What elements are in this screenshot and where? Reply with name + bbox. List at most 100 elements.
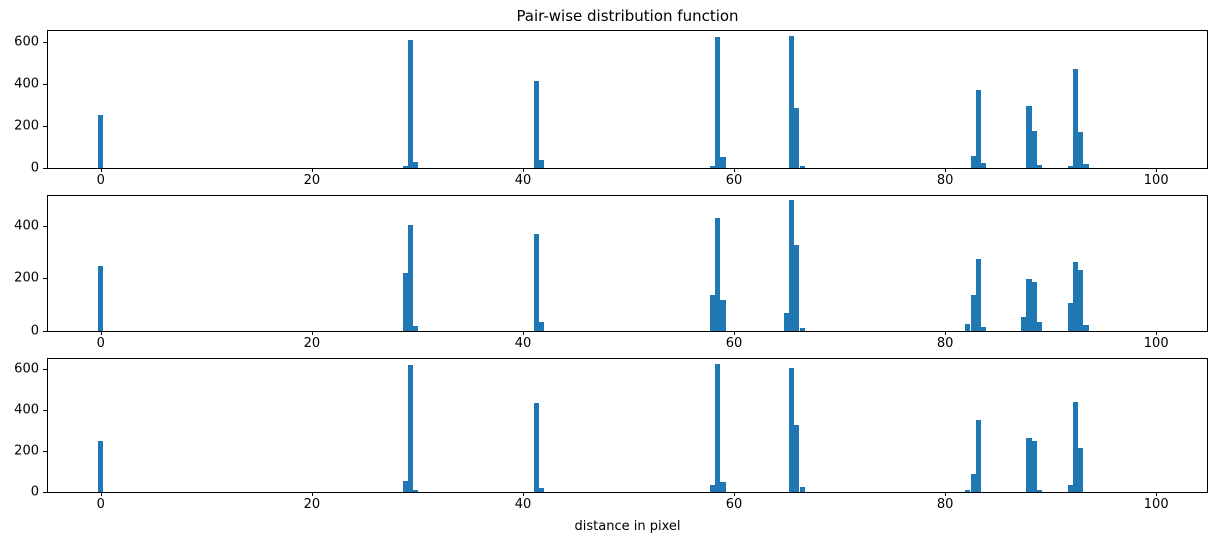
x-tick	[523, 492, 524, 496]
histogram-bar	[1026, 438, 1032, 492]
histogram-bar	[98, 265, 104, 331]
histogram-bar	[799, 486, 805, 492]
histogram-bar	[788, 200, 795, 331]
y-tick	[43, 492, 47, 493]
histogram-bar	[407, 224, 414, 331]
histogram-bar	[788, 35, 795, 168]
y-tick-label: 400	[14, 76, 39, 92]
histogram-bar	[1026, 105, 1032, 168]
subplot-axes-1: 0 20 40 60 80 100 0 200 400 600	[14, 30, 1208, 188]
x-tick	[945, 331, 947, 335]
y-tick-label: 200	[14, 270, 39, 286]
histogram-bar	[1037, 321, 1043, 331]
histogram-bar	[1083, 324, 1089, 331]
histogram-bar	[720, 299, 726, 331]
x-tick	[945, 492, 947, 496]
y-tick	[43, 125, 47, 127]
x-tick-label: 60	[725, 497, 743, 512]
histogram-bar	[413, 489, 419, 492]
x-tick	[523, 331, 524, 335]
histogram-bar	[794, 245, 800, 331]
histogram-bar	[715, 37, 721, 168]
histogram-bar	[413, 326, 419, 331]
y-tick	[43, 83, 47, 85]
y-tick-label: 0	[30, 484, 39, 500]
histogram-bar	[720, 157, 726, 168]
x-axis-label: distance in pixel	[574, 519, 681, 534]
subplot-axes-3: 0 20 40 60 80 100 0 200 400 600	[14, 358, 1208, 512]
x-tick-label: 100	[1143, 336, 1169, 351]
y-tick	[43, 410, 47, 412]
x-tick-label: 20	[303, 336, 321, 351]
x-tick-label: 100	[1143, 497, 1169, 512]
y-tick-label: 600	[14, 34, 39, 50]
histogram-bar	[970, 474, 976, 492]
histogram-bar	[981, 326, 987, 331]
x-tick	[1156, 168, 1158, 172]
histogram-bar	[533, 402, 539, 492]
x-tick	[945, 168, 947, 172]
histogram-bar	[783, 312, 789, 331]
x-tick-label: 20	[303, 497, 321, 512]
histogram-bar	[794, 424, 800, 492]
histogram-bar	[799, 165, 805, 168]
histogram-bar	[788, 367, 795, 492]
histogram-bar	[970, 295, 976, 331]
histogram-bar	[1067, 165, 1073, 168]
histogram-bar	[538, 322, 545, 331]
histogram-bar	[1026, 279, 1032, 331]
histogram-bar	[965, 324, 971, 331]
y-tick-label: 0	[30, 160, 39, 176]
x-tick	[311, 168, 313, 172]
histogram-bar	[402, 481, 408, 492]
histogram-bar	[538, 159, 545, 168]
histogram-bar	[1078, 132, 1084, 168]
histogram-bar	[402, 165, 408, 168]
histogram-bar	[975, 259, 981, 331]
histogram-bar	[1031, 281, 1037, 331]
x-tick-label: 40	[514, 497, 532, 512]
x-tick	[100, 331, 102, 335]
histogram-bar	[98, 115, 104, 168]
histogram-bar	[715, 363, 721, 492]
chart-title: Pair-wise distribution function	[516, 7, 739, 25]
histogram-bar	[407, 39, 414, 168]
x-tick-label: 0	[96, 173, 105, 188]
x-tick-label: 20	[303, 173, 321, 188]
histogram-bar	[1067, 484, 1073, 492]
histogram-bar	[533, 80, 539, 168]
histogram-bar	[1031, 131, 1037, 168]
histogram-bar	[970, 155, 976, 168]
x-tick	[734, 331, 735, 335]
histogram-bar	[715, 218, 721, 331]
y-tick-label: 400	[14, 218, 39, 234]
x-tick-label: 60	[725, 336, 743, 351]
histogram-bar	[709, 484, 716, 492]
histogram-bar	[1078, 448, 1084, 492]
y-tick	[43, 168, 47, 169]
histogram-bar	[709, 165, 716, 168]
x-tick	[734, 492, 735, 496]
x-tick	[100, 168, 102, 172]
histogram-bar	[98, 440, 104, 492]
y-tick	[43, 451, 47, 453]
histogram-bar	[407, 365, 414, 492]
histogram-bar	[1031, 440, 1037, 492]
histogram-bar	[1078, 269, 1084, 331]
subplot-axes-2: 0 20 40 60 80 100 0 200 400	[14, 195, 1208, 351]
x-tick-label: 80	[936, 497, 954, 512]
x-tick-label: 100	[1143, 173, 1169, 188]
histogram-bar	[981, 162, 987, 168]
histogram-bar	[413, 161, 419, 168]
x-tick	[100, 492, 102, 496]
y-tick	[43, 331, 47, 332]
x-tick	[1156, 492, 1158, 496]
histogram-bar	[1072, 402, 1079, 492]
histogram-bar	[799, 327, 805, 331]
y-tick-label: 400	[14, 402, 39, 418]
x-tick	[523, 168, 524, 172]
histogram-bar	[1083, 163, 1089, 168]
x-tick-label: 0	[96, 497, 105, 512]
x-tick-label: 80	[936, 336, 954, 351]
y-tick	[43, 225, 47, 227]
